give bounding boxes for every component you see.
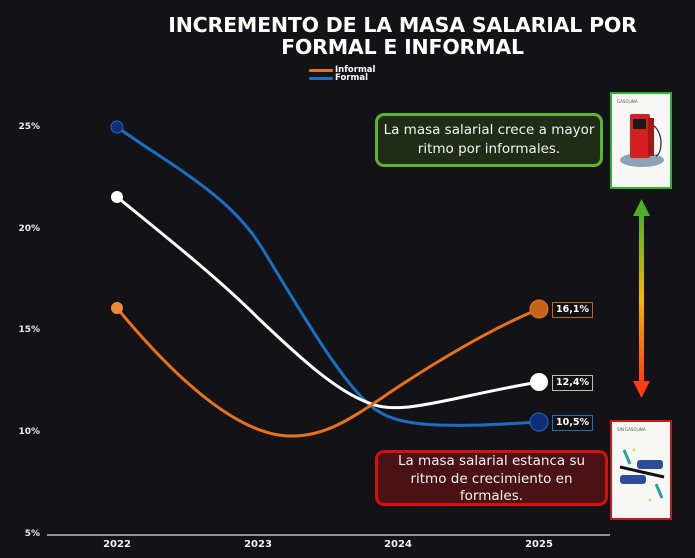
series-line-informal [115,307,540,438]
series-line-total [116,195,540,410]
stalled-cars-icon [619,448,665,502]
card-caption-top: GASOLINA [617,99,638,104]
y-tick-10: 10% [18,427,40,437]
value-label-informal: 16,1% [552,302,593,318]
legend-swatch-informal [309,68,333,72]
marker-total-2022 [111,191,123,203]
legend-label-formal: Formal [335,73,368,83]
y-tick-25: 25% [18,122,40,132]
legend-item-formal: Formal [309,74,375,82]
chart-legend: Informal Formal [309,66,375,82]
card-caption-bottom: SIN GASOLINA [617,427,646,432]
callout-formal-stagnation: La masa salarial estanca su ritmo de cre… [375,450,608,506]
gas-pump-card: GASOLINA [610,92,672,189]
x-tick-2024: 2024 [384,539,412,550]
gas-pump-icon [620,114,664,167]
legend-swatch-formal [309,76,333,80]
marker-formal-2025 [529,412,549,432]
value-label-formal: 10,5% [552,415,593,431]
legend-label-informal: Informal [335,65,376,75]
y-tick-15: 15% [18,325,40,335]
chart-title: INCREMENTO DE LA MASA SALARIAL POR FORMA… [168,13,637,59]
value-label-total: 12,4% [552,375,593,391]
legend-item-informal: Informal [309,66,375,74]
x-tick-2023: 2023 [244,539,272,550]
double-arrow-icon [633,199,650,398]
y-tick-5: 5% [24,529,40,539]
y-tick-20: 20% [18,224,40,234]
no-gas-card: SIN GASOLINA [610,420,672,520]
x-tick-2022: 2022 [103,539,131,550]
marker-informal-2022 [111,302,123,314]
marker-total-2025 [530,373,548,391]
series-line-formal [116,125,540,427]
marker-informal-2025 [529,299,549,319]
callout-informal-growth: La masa salarial crece a mayor ritmo por… [375,113,603,167]
marker-formal-2022 [110,120,124,134]
x-tick-2025: 2025 [525,539,553,550]
